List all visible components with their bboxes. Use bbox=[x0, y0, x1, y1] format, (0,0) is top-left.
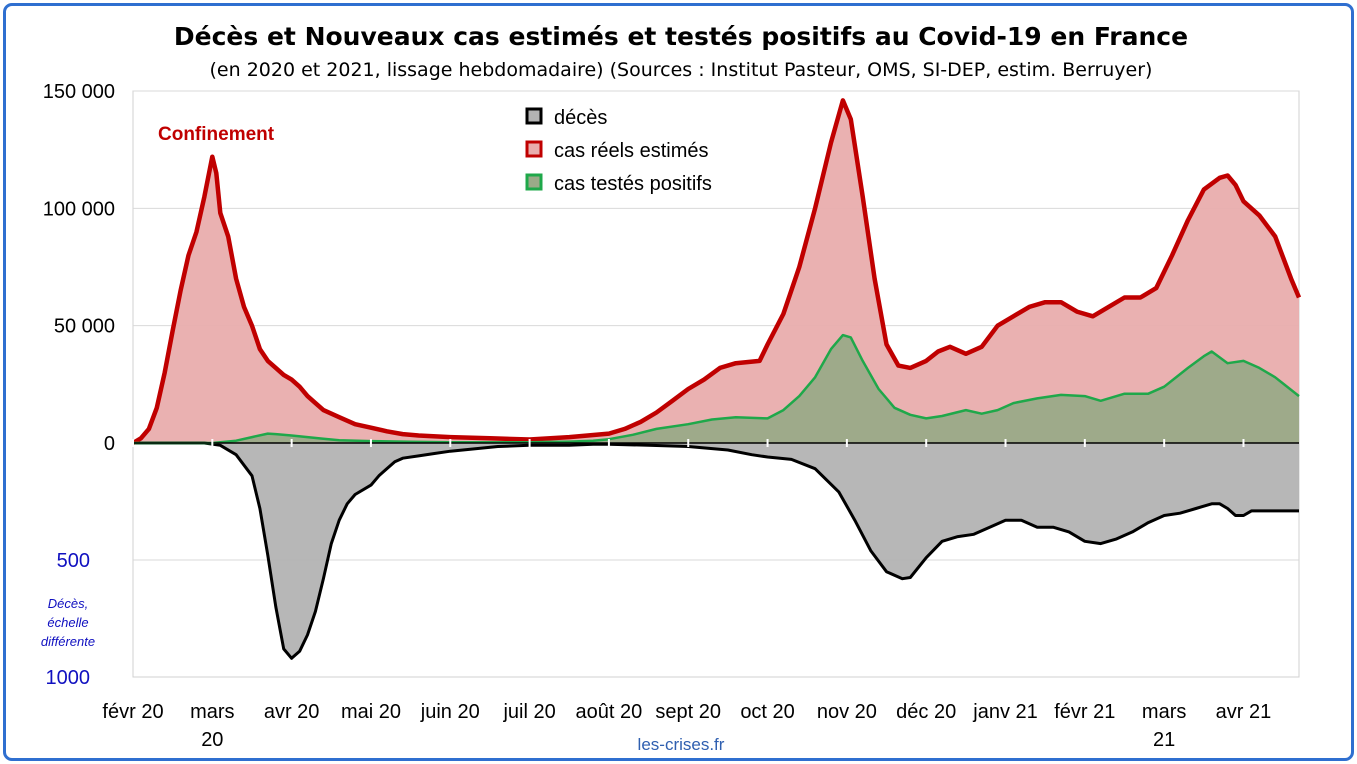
series-1-area bbox=[133, 100, 1299, 444]
chart-title: Décès et Nouveaux cas estimés et testés … bbox=[174, 22, 1188, 51]
legend: décès cas réels estimés cas testés positif… bbox=[525, 107, 712, 195]
series-0-line bbox=[133, 441, 1299, 660]
x-tick-label: mai 20 bbox=[341, 701, 401, 723]
x-tick-label: mars bbox=[1142, 701, 1186, 723]
chart-frame: Décès et Nouveaux cas estimés et testés … bbox=[3, 3, 1354, 761]
y-tick-label-upper: 100 000 bbox=[43, 198, 115, 220]
x-tick-label: avr 20 bbox=[264, 701, 320, 723]
legend-swatch bbox=[525, 140, 543, 158]
x-tick-label: nov 20 bbox=[817, 701, 877, 723]
legend-label: cas réels estimés bbox=[554, 140, 709, 162]
legend-label: décès bbox=[554, 107, 607, 129]
deaths-note-line: différente bbox=[41, 634, 95, 649]
plot-area bbox=[131, 90, 1302, 678]
x-tick-label: sept 20 bbox=[655, 701, 721, 723]
y-tick-label-upper: 50 000 bbox=[54, 316, 115, 338]
series-0-area bbox=[133, 443, 1299, 659]
series-2-area bbox=[133, 335, 1299, 443]
x-tick-label: janv 21 bbox=[972, 701, 1038, 723]
x-tick-label: 21 bbox=[1153, 729, 1175, 751]
deaths-note-line: Décès, bbox=[48, 596, 88, 611]
x-tick-label: juil 20 bbox=[502, 701, 555, 723]
legend-label: cas testés positifs bbox=[554, 173, 712, 195]
chart-svg: Décès et Nouveaux cas estimés et testés … bbox=[41, 22, 1302, 754]
deaths-note-line: échelle bbox=[47, 615, 88, 630]
source-label: les-crises.fr bbox=[638, 735, 725, 754]
chart-subtitle: (en 2020 et 2021, lissage hebdomadaire) … bbox=[210, 59, 1153, 81]
x-tick-label: févr 20 bbox=[102, 701, 163, 723]
y-tick-label-upper: 150 000 bbox=[43, 81, 115, 103]
annotation-confinement: Confinement bbox=[158, 124, 275, 145]
x-tick-label: 20 bbox=[201, 729, 223, 751]
x-tick-label: févr 21 bbox=[1054, 701, 1115, 723]
x-tick-label: déc 20 bbox=[896, 701, 956, 723]
x-tick-label: mars bbox=[190, 701, 234, 723]
y-tick-label-upper: 0 bbox=[104, 433, 115, 455]
series-1-line bbox=[131, 98, 1302, 445]
x-tick-label: oct 20 bbox=[740, 701, 794, 723]
legend-swatch bbox=[525, 173, 543, 191]
x-tick-label: avr 21 bbox=[1216, 701, 1272, 723]
deaths-scale-note: Décès, échelle différente bbox=[41, 596, 95, 649]
axes: févr 20 mars 20 avr 20 mai 20 juin 20 juil 20 a… bbox=[43, 81, 1299, 751]
x-tick-label: août 20 bbox=[576, 701, 643, 723]
series-2-line bbox=[133, 333, 1300, 445]
legend-swatch bbox=[525, 107, 543, 125]
x-tick-label: juin 20 bbox=[420, 701, 480, 723]
y-tick-label-lower: 500 bbox=[57, 550, 90, 572]
y-tick-label-lower: 1000 bbox=[46, 667, 91, 689]
